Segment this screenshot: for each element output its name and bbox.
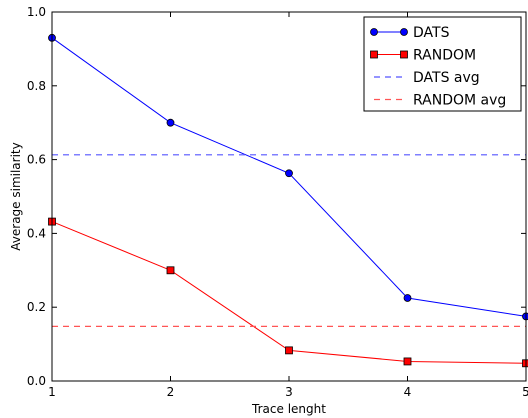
plot-area: [48, 33, 528, 368]
legend-dats-marker: [400, 28, 408, 36]
random-point: [285, 346, 293, 355]
x-tick-label: 3: [285, 385, 293, 399]
legend-random-label: RANDOM: [413, 48, 476, 64]
legend-dats-avg-label: DATS avg: [413, 70, 480, 86]
legend-random-marker: [370, 50, 378, 59]
y-tick-label: 1.0: [27, 5, 46, 19]
x-axis-label: Trace lenght: [251, 402, 326, 416]
y-tick-label: 0.4: [27, 226, 46, 240]
legend-box: [363, 16, 522, 112]
random-point: [522, 359, 528, 368]
legend-dats-label: DATS: [413, 25, 450, 41]
legend-random-avg-label: RANDOM avg: [413, 93, 506, 109]
y-tick-label: 0.8: [27, 79, 46, 93]
random-line: [51, 221, 527, 364]
random-point: [403, 357, 412, 366]
dats-point: [522, 312, 528, 321]
axis-ticks: 1 2 3 4 5 0.0 0.2 0.4 0.6 0.8 1.0: [27, 5, 528, 399]
random-point: [166, 266, 175, 275]
y-tick-label: 0.2: [27, 300, 46, 314]
legend: DATS RANDOM DATS avg RANDOM avg: [363, 16, 522, 112]
y-axis-label: Average similarity: [9, 142, 23, 250]
y-tick-label: 0.6: [27, 153, 46, 167]
legend-dats-marker: [370, 28, 378, 36]
dats-point: [403, 294, 412, 302]
y-tick-label: 0.0: [27, 374, 46, 388]
x-tick-label: 1: [48, 385, 56, 399]
dats-point: [285, 169, 293, 178]
x-tick-label: 4: [404, 385, 412, 399]
x-tick-label: 2: [167, 385, 175, 399]
dats-point: [166, 118, 175, 127]
legend-random-marker: [400, 50, 408, 59]
x-tick-label: 5: [522, 385, 528, 399]
